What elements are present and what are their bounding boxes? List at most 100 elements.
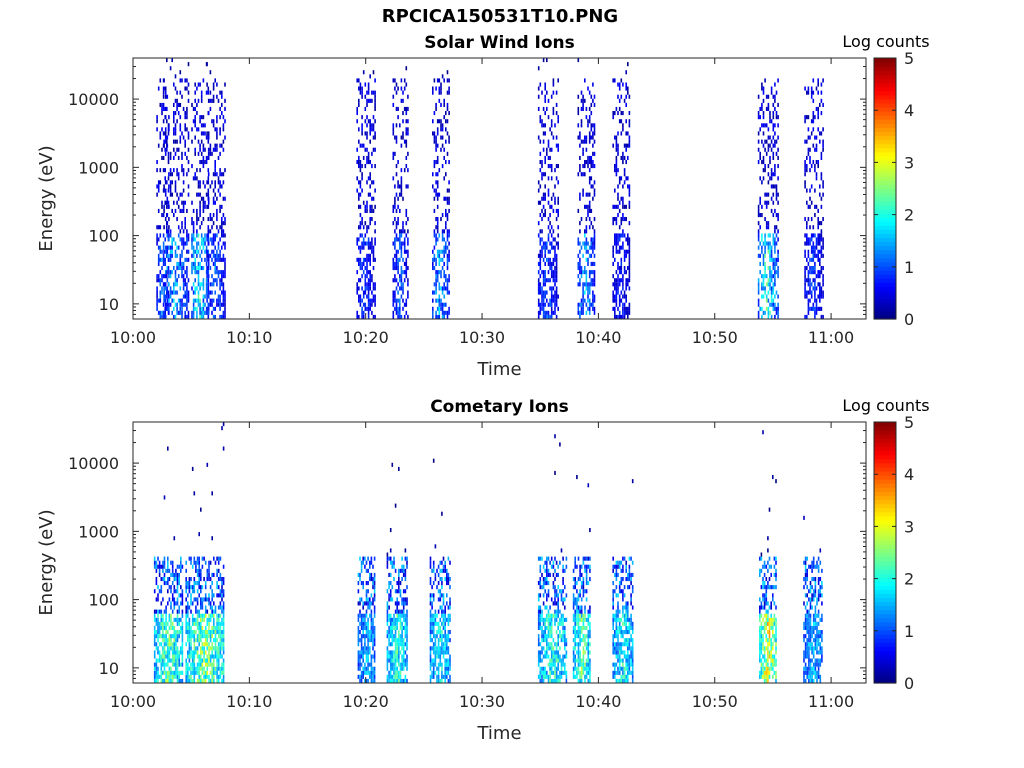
data-cell — [360, 597, 363, 602]
data-cell — [207, 278, 210, 283]
data-cell — [197, 233, 200, 238]
data-cell — [819, 270, 821, 275]
data-cell — [192, 266, 195, 271]
data-cell — [615, 155, 618, 160]
data-cell — [404, 642, 407, 647]
data-cell — [211, 634, 213, 639]
data-cell — [160, 621, 163, 626]
colorbar-segment — [874, 294, 896, 300]
data-cell — [159, 225, 162, 230]
data-cell — [618, 310, 621, 315]
data-cell — [173, 670, 176, 675]
data-cell — [407, 106, 409, 111]
data-cell — [217, 577, 220, 582]
data-cell — [774, 139, 776, 144]
data-cell — [449, 666, 451, 671]
data-cell — [761, 139, 763, 144]
data-cell — [155, 642, 158, 647]
data-cell — [219, 184, 221, 189]
data-cell — [541, 176, 543, 181]
data-cell — [547, 98, 550, 103]
data-cell — [592, 282, 594, 287]
data-cell — [432, 261, 434, 266]
data-cell — [369, 217, 371, 222]
data-cell — [429, 658, 432, 663]
data-cell — [549, 314, 551, 319]
data-cell — [160, 617, 163, 622]
data-cell — [168, 625, 171, 630]
data-cell — [396, 654, 398, 659]
data-cell — [214, 253, 216, 258]
data-cell — [447, 613, 450, 618]
data-cell — [167, 650, 169, 655]
data-cell — [546, 572, 548, 577]
data-cell — [208, 654, 210, 659]
data-cell — [221, 605, 223, 610]
data-cell — [194, 249, 196, 254]
data-cell — [221, 217, 223, 222]
data-cell — [623, 270, 626, 275]
data-cell — [579, 241, 581, 246]
colorbar-segment — [874, 310, 896, 316]
data-cell — [198, 654, 200, 659]
data-cell — [539, 261, 542, 266]
data-cell — [554, 253, 556, 258]
data-cell — [374, 90, 376, 95]
data-cell — [181, 678, 184, 683]
data-cell — [372, 282, 375, 287]
data-cell — [222, 147, 225, 152]
data-cell — [187, 634, 189, 639]
data-cell — [592, 237, 594, 242]
data-cell — [179, 78, 182, 83]
data-cell — [170, 634, 172, 639]
data-cell — [585, 282, 588, 287]
data-cell — [187, 249, 190, 254]
data-cell — [369, 192, 371, 197]
data-cell — [395, 172, 398, 177]
data-cell — [369, 74, 371, 79]
data-cell — [200, 654, 202, 659]
data-cell — [588, 176, 591, 181]
data-cell — [549, 147, 551, 152]
data-cell — [770, 270, 773, 275]
data-cell — [369, 613, 371, 618]
data-cell — [203, 650, 205, 655]
data-cell — [617, 204, 619, 209]
data-cell — [373, 666, 376, 671]
data-cell — [544, 650, 546, 655]
data-cell — [209, 213, 212, 218]
data-cell — [587, 204, 589, 209]
data-cell — [221, 111, 223, 116]
data-cell — [174, 249, 177, 254]
data-cell — [819, 131, 821, 136]
data-cell — [179, 135, 182, 140]
data-cell — [612, 306, 614, 311]
data-cell — [555, 208, 558, 213]
data-cell — [544, 86, 546, 91]
data-cell — [759, 127, 761, 132]
data-cell — [184, 310, 186, 315]
data-cell — [216, 670, 218, 675]
data-cell — [764, 164, 766, 169]
data-cell — [593, 282, 596, 287]
data-cell — [391, 650, 394, 655]
data-cell — [361, 286, 363, 291]
data-cell — [814, 290, 816, 295]
data-cell — [168, 678, 171, 683]
data-cell — [765, 200, 768, 205]
data-cell — [546, 147, 548, 152]
data-cell — [216, 135, 218, 140]
data-cell — [406, 597, 408, 602]
data-cell — [588, 208, 591, 213]
data-cell — [176, 621, 179, 626]
data-cell — [612, 78, 614, 83]
data-cell — [807, 217, 810, 222]
data-cell — [395, 90, 398, 95]
data-cell — [389, 625, 392, 630]
data-cell — [767, 282, 770, 287]
data-cell — [587, 286, 589, 291]
data-cell — [167, 646, 169, 651]
colorbar-segment — [874, 98, 896, 104]
data-cell — [222, 253, 225, 258]
data-cell — [550, 310, 553, 315]
